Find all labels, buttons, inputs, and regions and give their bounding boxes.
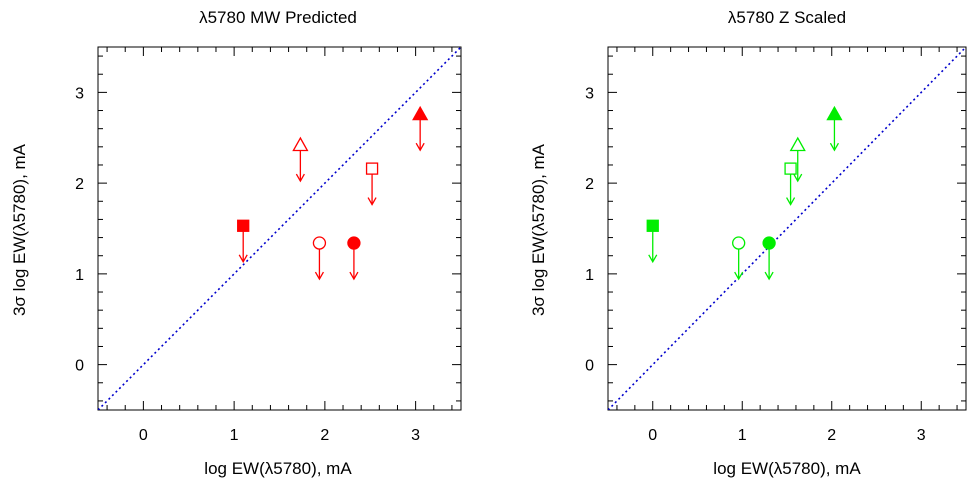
chart-title: λ5780 MW Predicted: [199, 8, 357, 27]
data-point: [762, 236, 776, 281]
y-tick-label: 2: [585, 176, 594, 193]
y-tick-label: 3: [585, 85, 594, 102]
data-point: [292, 136, 309, 183]
upper-limit-arrow-head: [238, 254, 248, 264]
data-point: [732, 236, 746, 281]
y-axis-label: 3σ log EW(λ5780), mA: [529, 143, 548, 316]
upper-limit-arrow-head: [829, 142, 839, 152]
upper-limit-arrow-head: [793, 173, 803, 183]
data-point: [646, 219, 659, 264]
data-point: [365, 162, 379, 206]
x-tick-label: 2: [827, 427, 836, 444]
upper-limit-arrow-head: [367, 197, 377, 206]
y-tick-label: 3: [75, 85, 84, 102]
data-point: [826, 105, 843, 152]
y-tick-label: 1: [585, 267, 594, 284]
upper-limit-arrow-head: [295, 173, 305, 183]
data-point: [237, 219, 250, 264]
reference-line: [98, 47, 461, 410]
upper-limit-arrow-head: [415, 142, 425, 152]
circle-marker: [762, 236, 776, 250]
panel-z-scaled: λ5780 Z Scaled log EW(λ5780), mA 3σ log …: [529, 8, 967, 478]
triangle-marker: [826, 105, 843, 121]
chart-title: λ5780 Z Scaled: [728, 8, 846, 27]
upper-limit-arrow-head: [786, 197, 796, 206]
x-tick-label: 2: [320, 427, 329, 444]
x-axis-label: log EW(λ5780), mA: [713, 459, 861, 478]
upper-limit-arrow-head: [734, 271, 744, 281]
plot-frame: [607, 46, 967, 411]
triangle-marker: [789, 136, 806, 152]
upper-limit-arrow-head: [648, 254, 658, 264]
data-point: [784, 162, 797, 206]
y-tick-label: 0: [75, 358, 84, 375]
x-tick-label: 3: [411, 427, 420, 444]
y-tick-label: 0: [585, 358, 594, 375]
x-tick-label: 0: [139, 427, 148, 444]
plot-frame: [97, 46, 462, 411]
circle-marker: [732, 236, 746, 250]
upper-limit-arrow-head: [349, 271, 359, 281]
circle-marker: [347, 236, 361, 250]
x-tick-label: 1: [738, 427, 747, 444]
y-tick-label: 2: [75, 176, 84, 193]
upper-limit-arrow-head: [314, 271, 324, 281]
triangle-marker: [412, 105, 429, 121]
x-tick-label: 0: [648, 427, 657, 444]
square-marker: [784, 162, 797, 175]
upper-limit-arrow-head: [764, 271, 774, 281]
data-point: [347, 236, 361, 281]
panel-mw-predicted: λ5780 MW Predicted log EW(λ5780), mA 3σ …: [10, 8, 462, 478]
x-tick-label: 1: [230, 427, 239, 444]
data-point: [412, 105, 429, 152]
x-axis-label: log EW(λ5780), mA: [204, 459, 352, 478]
square-marker: [237, 219, 250, 232]
square-marker: [646, 219, 659, 232]
y-tick-label: 1: [75, 267, 84, 284]
x-tick-label: 3: [917, 427, 926, 444]
triangle-marker: [292, 136, 309, 152]
data-point: [789, 136, 806, 183]
reference-line: [608, 47, 966, 410]
y-axis-label: 3σ log EW(λ5780), mA: [10, 143, 29, 316]
data-point: [312, 236, 327, 281]
square-marker: [365, 162, 379, 175]
circle-marker: [312, 236, 327, 250]
